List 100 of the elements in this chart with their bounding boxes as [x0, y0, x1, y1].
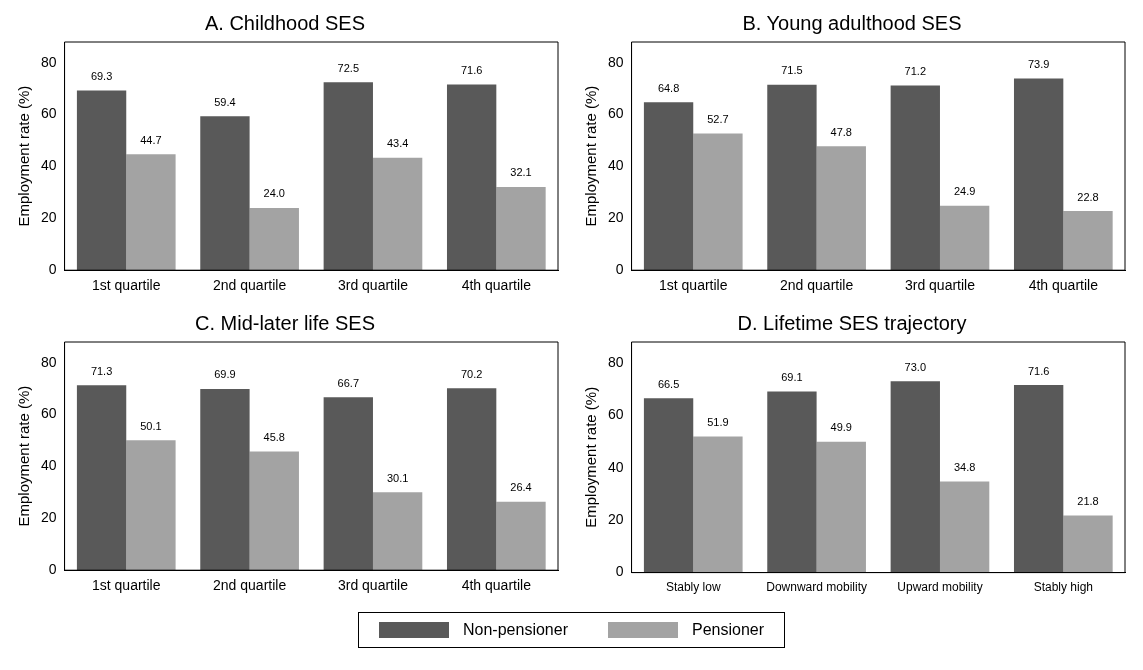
bar: [76, 385, 127, 571]
bar: [890, 85, 940, 271]
data-label: 44.7: [140, 133, 162, 146]
x-tick-label: 4th quartile: [1028, 277, 1099, 294]
data-label: 70.2: [460, 367, 483, 380]
bar: [939, 481, 990, 573]
x-tick-label: 4th quartile: [461, 277, 532, 294]
data-label: 71.6: [460, 64, 483, 77]
data-label: 21.8: [1077, 495, 1099, 508]
data-label: 71.2: [904, 65, 926, 78]
y-tick-label: 20: [607, 511, 624, 528]
x-tick-label: 1st quartile: [92, 277, 161, 294]
data-label: 26.4: [510, 481, 532, 494]
bar: [1063, 211, 1113, 271]
x-tick-label: Upward mobility: [897, 580, 983, 595]
chart-title: B. Young adulthood SES: [742, 11, 962, 34]
y-tick-label: 60: [40, 405, 57, 422]
y-tick-label: 60: [40, 105, 57, 122]
chart-title: A. Childhood SES: [204, 11, 366, 34]
data-label: 45.8: [263, 430, 285, 443]
data-label: 71.6: [1027, 364, 1050, 377]
bar: [249, 451, 299, 571]
bar: [1013, 78, 1064, 271]
y-tick-label: 60: [607, 406, 624, 423]
bar: [126, 154, 176, 271]
y-tick-label: 40: [40, 157, 57, 174]
y-tick-label: 0: [48, 261, 57, 278]
y-tick-label: 60: [607, 105, 624, 122]
data-label: 49.9: [830, 421, 852, 434]
data-label: 24.0: [263, 187, 285, 200]
bar: [496, 186, 546, 271]
data-label: 47.8: [830, 125, 852, 138]
y-tick-label: 0: [48, 561, 57, 578]
data-label: 52.7: [707, 113, 729, 126]
bar: [643, 102, 694, 271]
x-tick-label: Stably low: [665, 580, 721, 595]
bar: [200, 388, 250, 571]
y-tick-label: 0: [615, 563, 624, 580]
y-tick-label: 20: [40, 509, 57, 526]
data-label: 50.1: [140, 419, 162, 432]
y-axis-title: Employment rate (%): [15, 85, 33, 227]
x-tick-label: 2nd quartile: [780, 277, 854, 294]
x-tick-label: 4th quartile: [461, 577, 532, 594]
y-axis-title: Employment rate (%): [582, 85, 600, 227]
bar: [816, 146, 866, 271]
data-label: 30.1: [386, 471, 409, 484]
x-tick-label: 2nd quartile: [213, 577, 287, 594]
y-tick-label: 80: [40, 353, 57, 370]
bar: [767, 84, 817, 271]
data-label: 71.3: [90, 364, 113, 377]
bar: [1063, 515, 1113, 573]
bar: [767, 391, 817, 573]
bar: [693, 133, 743, 271]
x-tick-label: 3rd quartile: [337, 577, 409, 594]
bar: [200, 116, 250, 271]
bar: [643, 398, 694, 573]
y-tick-label: 40: [40, 457, 57, 474]
data-label: 66.5: [657, 377, 680, 390]
chart-title: D. Lifetime SES trajectory: [737, 311, 967, 334]
bar: [1013, 384, 1064, 573]
data-label: 69.9: [214, 368, 236, 381]
bar: [372, 492, 423, 571]
data-label: 22.8: [1077, 190, 1099, 203]
bar: [816, 441, 866, 573]
data-label: 43.4: [386, 137, 409, 150]
data-label: 51.9: [707, 416, 729, 429]
bar: [126, 440, 176, 571]
y-tick-label: 40: [607, 458, 624, 475]
y-axis-title: Employment rate (%): [582, 386, 600, 528]
data-label: 32.1: [510, 166, 532, 179]
bar: [693, 436, 743, 573]
y-tick-label: 20: [40, 209, 57, 226]
bar: [496, 501, 546, 571]
y-tick-label: 80: [40, 53, 57, 70]
data-label: 66.7: [337, 376, 359, 389]
bar: [323, 397, 373, 571]
bar: [446, 388, 497, 571]
x-tick-label: 1st quartile: [659, 277, 728, 294]
x-tick-label: 3rd quartile: [904, 277, 976, 294]
x-tick-label: Downward mobility: [766, 580, 867, 595]
y-tick-label: 40: [607, 157, 624, 174]
bar: [323, 82, 373, 271]
legend-label: Non-pensioner: [463, 621, 568, 639]
data-label: 34.8: [953, 460, 976, 473]
x-tick-label: Stably high: [1033, 580, 1094, 595]
data-label: 72.5: [337, 61, 359, 74]
y-tick-label: 80: [607, 353, 624, 370]
data-label: 64.8: [657, 81, 680, 94]
data-label: 59.4: [214, 95, 236, 108]
bar: [372, 157, 423, 271]
bar: [890, 381, 940, 573]
legend-label: Pensioner: [691, 621, 764, 639]
data-label: 71.5: [781, 64, 803, 77]
x-tick-label: 1st quartile: [92, 577, 161, 594]
y-tick-label: 0: [615, 261, 624, 278]
bar: [76, 90, 127, 271]
bar: [939, 205, 990, 271]
bar: [446, 84, 497, 271]
data-label: 69.1: [781, 371, 803, 384]
data-label: 69.3: [90, 70, 113, 83]
